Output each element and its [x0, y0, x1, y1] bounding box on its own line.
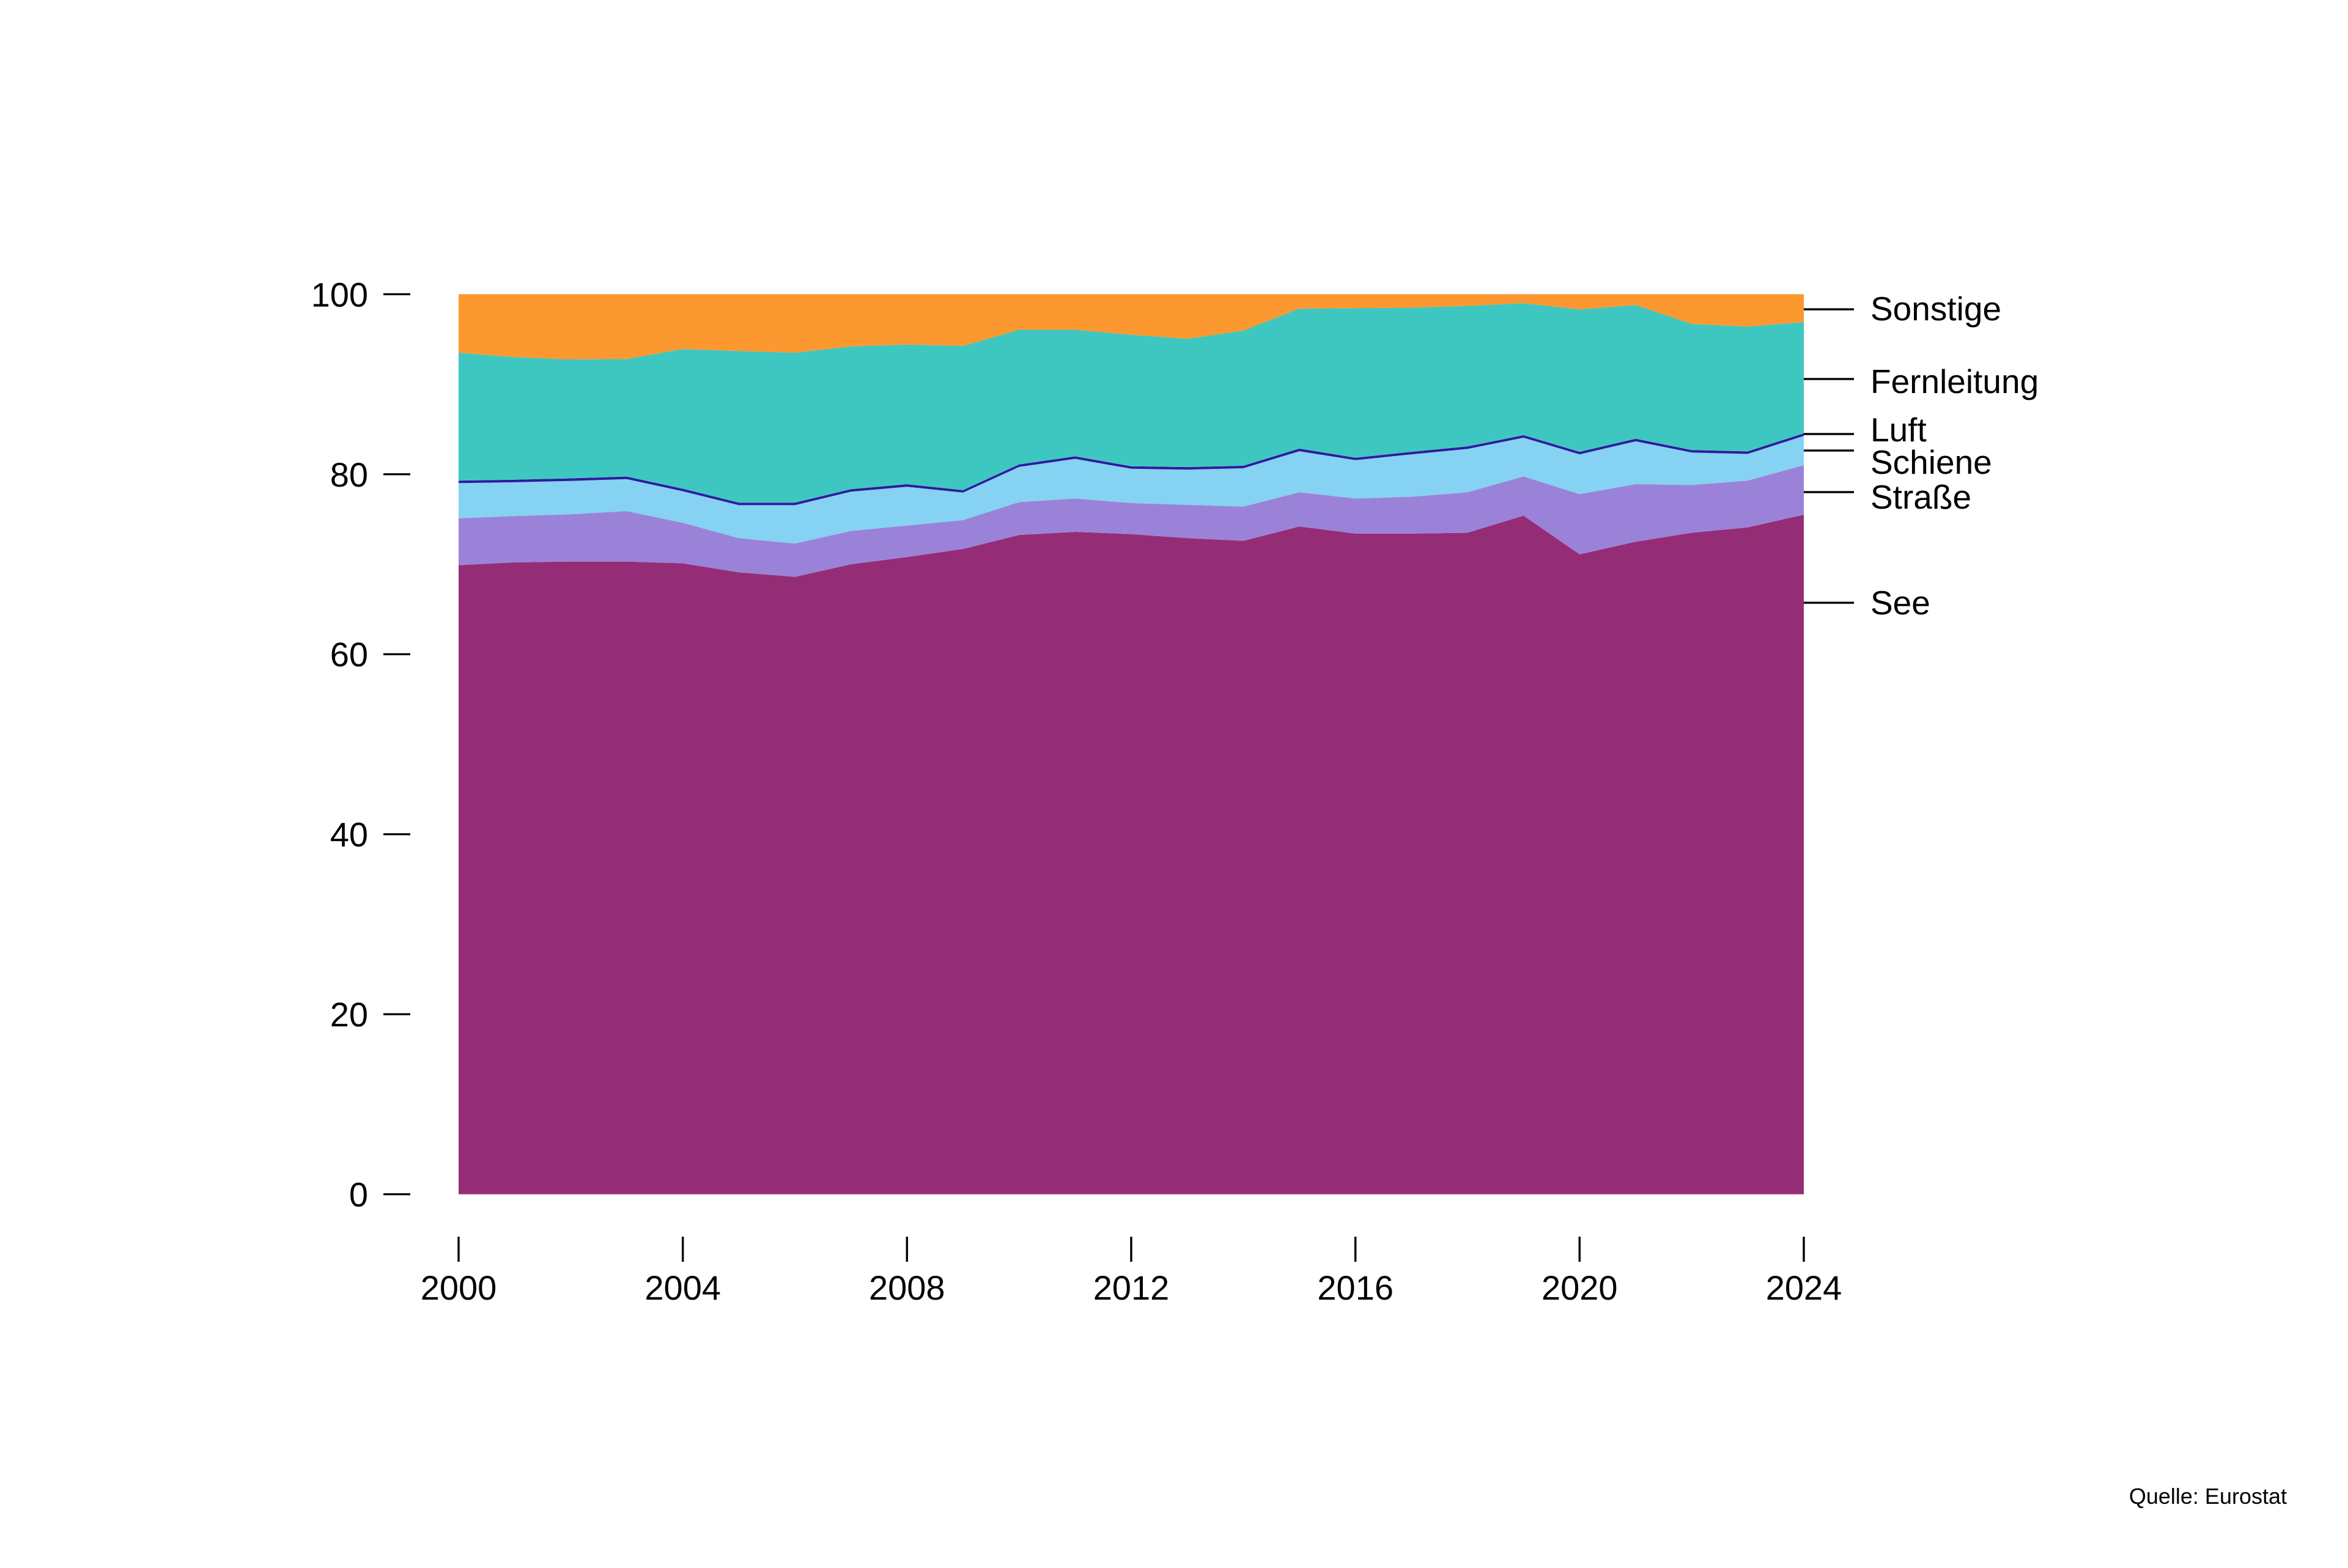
svg-text:Quelle: Eurostat: Quelle: Eurostat	[2129, 1484, 2287, 1509]
svg-text:2000: 2000	[421, 1268, 497, 1307]
svg-text:100: 100	[311, 275, 368, 314]
svg-text:20: 20	[330, 995, 368, 1034]
svg-text:80: 80	[330, 455, 368, 494]
svg-text:2024: 2024	[1766, 1268, 1842, 1307]
svg-text:Fernleitung: Fernleitung	[1870, 363, 2039, 400]
svg-text:See: See	[1870, 584, 1930, 622]
svg-text:40: 40	[330, 815, 368, 854]
svg-text:Schiene: Schiene	[1870, 443, 1992, 481]
svg-text:Straße: Straße	[1870, 478, 1971, 516]
svg-text:2020: 2020	[1541, 1268, 1618, 1307]
svg-text:2008: 2008	[869, 1268, 945, 1307]
svg-text:60: 60	[330, 635, 368, 674]
svg-text:2004: 2004	[644, 1268, 721, 1307]
svg-text:Luft: Luft	[1870, 411, 1927, 449]
svg-text:2016: 2016	[1317, 1268, 1394, 1307]
svg-text:0: 0	[349, 1176, 368, 1214]
svg-text:Sonstige: Sonstige	[1870, 290, 2001, 328]
svg-text:2012: 2012	[1093, 1268, 1170, 1307]
